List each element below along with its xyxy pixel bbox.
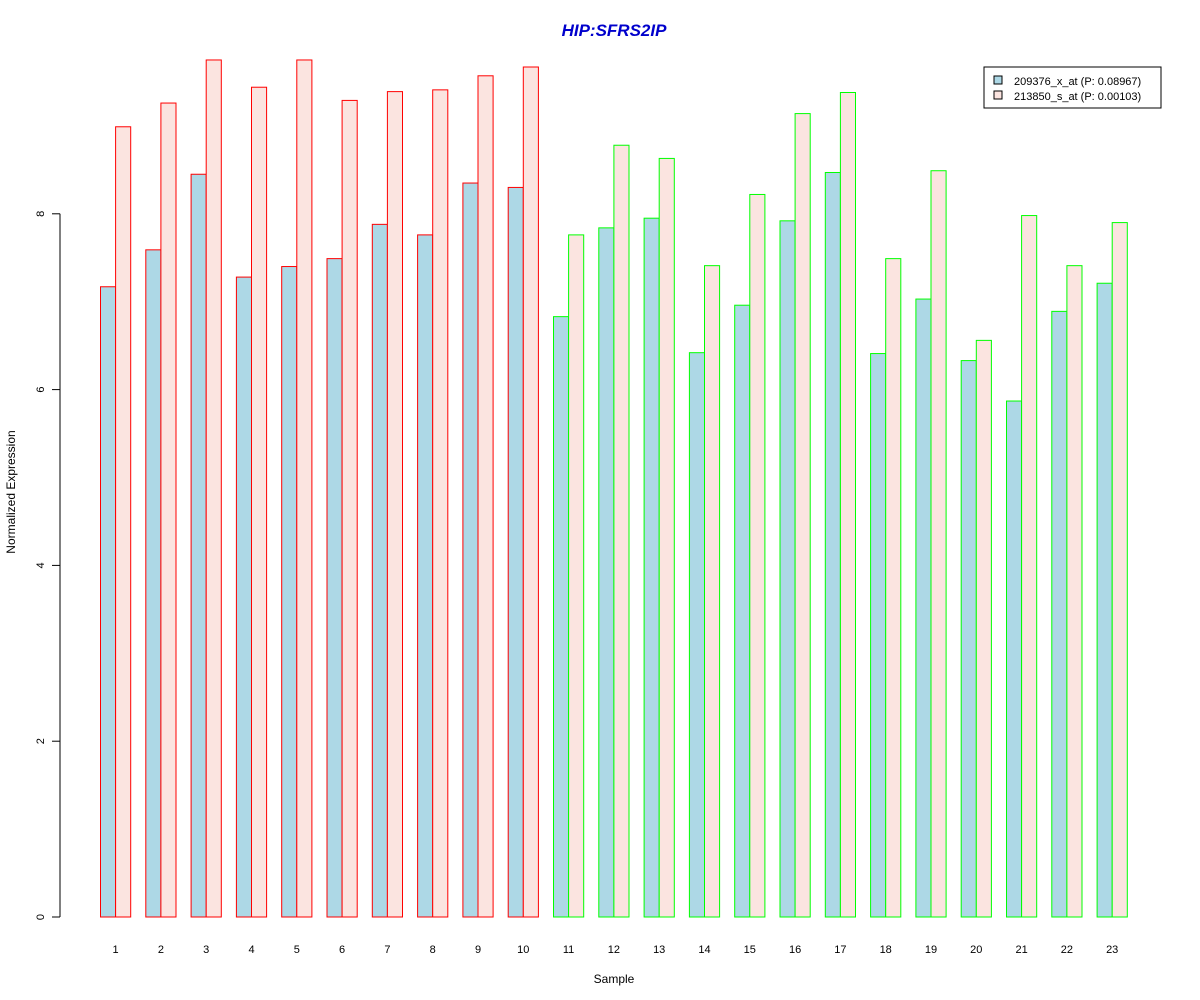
bar-sample-10-series-1 — [507, 186, 524, 918]
x-tick-label: 18 — [880, 944, 892, 956]
bar-sample-6-series-2 — [341, 99, 358, 918]
bar-sample-20-series-1 — [960, 360, 977, 918]
x-tick-label: 20 — [970, 944, 982, 956]
x-tick-label: 16 — [789, 944, 801, 956]
bars-group — [100, 59, 1128, 918]
bar-sample-19-series-1 — [915, 298, 932, 918]
bar-sample-16-series-2 — [794, 113, 811, 918]
x-tick-label: 1 — [113, 944, 119, 956]
x-tick-label: 8 — [430, 944, 436, 956]
bar-sample-20-series-2 — [975, 339, 992, 918]
bar-sample-9-series-1 — [462, 182, 479, 918]
bar-sample-21-series-2 — [1021, 215, 1038, 918]
x-axis-label: Sample — [594, 972, 635, 986]
x-tick-label: 6 — [339, 944, 345, 956]
legend-swatch — [993, 90, 1003, 100]
x-tick-label: 3 — [203, 944, 209, 956]
bar-sample-13-series-1 — [643, 217, 660, 918]
bar-sample-2-series-1 — [145, 249, 162, 918]
bar-sample-8-series-1 — [417, 234, 434, 918]
bar-sample-8-series-2 — [432, 89, 449, 918]
y-tick-label: 0 — [35, 914, 47, 920]
bar-sample-14-series-2 — [704, 265, 721, 918]
legend: 209376_x_at (P: 0.08967) 213850_s_at (P: … — [983, 66, 1162, 109]
bar-sample-4-series-2 — [251, 86, 268, 918]
bar-sample-21-series-1 — [1006, 400, 1023, 918]
x-tick-label: 17 — [834, 944, 846, 956]
x-tick-label: 13 — [653, 944, 665, 956]
x-tick-label: 14 — [698, 944, 710, 956]
x-axis-tick-labels: 1 2 3 4 5 6 7 8 9 10 11 12 13 14 15 16 17 18 19 20 21 22 23 — [113, 944, 1119, 956]
bar-sample-3-series-1 — [190, 173, 207, 918]
bar-sample-22-series-1 — [1051, 310, 1068, 918]
bar-sample-18-series-1 — [870, 353, 887, 918]
bar-sample-1-series-1 — [100, 286, 117, 918]
legend-box — [983, 66, 1162, 109]
bar-sample-5-series-1 — [281, 266, 298, 918]
y-axis-label: Normalized Expression — [4, 430, 18, 553]
legend-entry-label: 209376_x_at (P: 0.08967) — [1014, 76, 1141, 88]
bar-sample-17-series-1 — [824, 171, 841, 918]
bar-sample-15-series-2 — [749, 193, 766, 918]
x-tick-label: 12 — [608, 944, 620, 956]
y-tick-label: 2 — [35, 738, 47, 744]
x-tick-label: 22 — [1061, 944, 1073, 956]
x-tick-label: 11 — [563, 944, 574, 956]
bar-sample-7-series-2 — [386, 91, 403, 918]
bar-sample-19-series-2 — [930, 170, 947, 918]
bar-sample-2-series-2 — [160, 102, 177, 918]
bar-sample-23-series-2 — [1111, 222, 1128, 918]
legend-swatch — [993, 75, 1003, 85]
bar-sample-10-series-2 — [522, 66, 539, 918]
bar-sample-7-series-1 — [371, 223, 388, 918]
bar-sample-15-series-1 — [734, 304, 751, 918]
bar-sample-5-series-2 — [296, 59, 313, 918]
bar-sample-1-series-2 — [115, 126, 132, 918]
legend-entry-label: 213850_s_at (P: 0.00103) — [1014, 91, 1141, 103]
bar-sample-13-series-2 — [658, 157, 675, 918]
bar-sample-17-series-2 — [839, 91, 857, 918]
x-tick-label: 19 — [925, 944, 937, 956]
y-tick-label: 6 — [35, 387, 47, 393]
bar-sample-4-series-1 — [235, 276, 252, 918]
x-tick-label: 2 — [158, 944, 164, 956]
bar-sample-6-series-1 — [326, 258, 343, 918]
x-tick-label: 4 — [248, 944, 254, 956]
bar-sample-16-series-1 — [779, 220, 796, 918]
x-tick-label: 7 — [384, 944, 390, 956]
x-tick-label: 9 — [475, 944, 481, 956]
bar-sample-22-series-2 — [1066, 265, 1083, 918]
bar-sample-3-series-2 — [205, 59, 222, 918]
bar-sample-9-series-2 — [477, 75, 494, 918]
x-tick-label: 5 — [294, 944, 300, 956]
bar-sample-11-series-1 — [553, 316, 570, 918]
chart-title: HIP:SFRS2IP — [562, 21, 668, 40]
x-tick-label: 21 — [1015, 944, 1027, 956]
y-tick-label: 4 — [35, 562, 47, 568]
x-tick-label: 10 — [517, 944, 529, 956]
bar-sample-18-series-2 — [885, 258, 902, 918]
bar-sample-12-series-2 — [613, 144, 630, 918]
x-tick-label: 23 — [1106, 944, 1118, 956]
bar-sample-12-series-1 — [598, 227, 615, 918]
bar-sample-14-series-1 — [688, 352, 706, 918]
bar-sample-23-series-1 — [1096, 282, 1113, 918]
y-tick-label: 8 — [35, 211, 47, 217]
bar-sample-11-series-2 — [568, 234, 585, 918]
x-tick-label: 15 — [744, 944, 756, 956]
y-axis: 0 2 4 6 8 — [35, 211, 61, 920]
